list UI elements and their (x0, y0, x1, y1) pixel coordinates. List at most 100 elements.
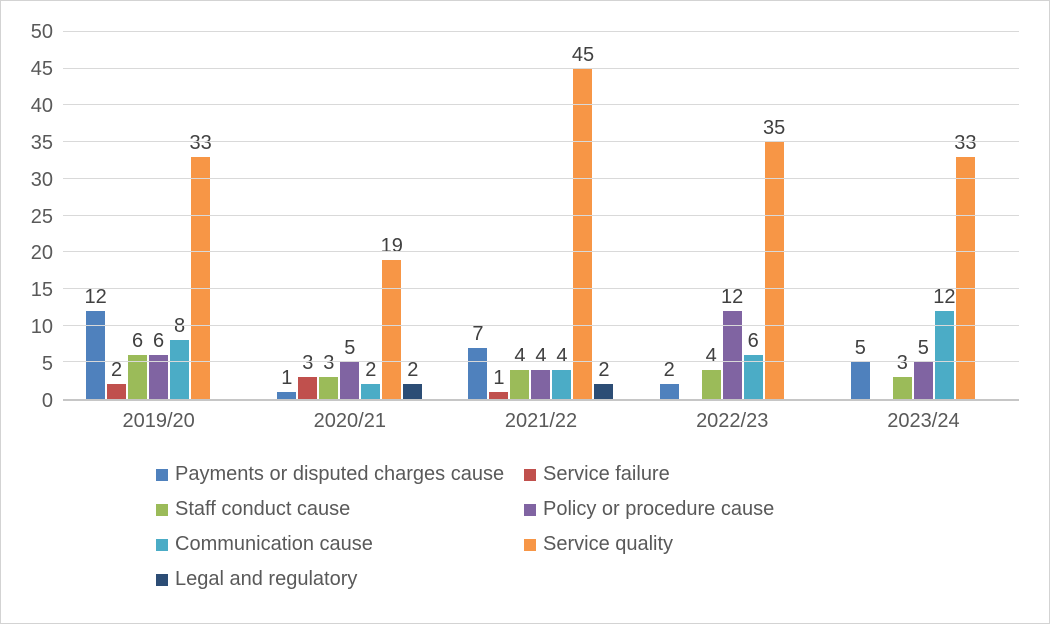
x-tick-label: 2022/23 (696, 410, 769, 432)
legend-item: Payments or disputed charges cause (156, 463, 524, 486)
legend-marker-icon (156, 503, 168, 516)
bar-slot (211, 32, 232, 399)
y-tick-label: 20 (30, 242, 53, 265)
legend-label: Service quality (543, 533, 674, 555)
gridline (63, 141, 1019, 143)
y-tick-label: 40 (30, 94, 53, 117)
bar-slot: 2 (106, 32, 127, 399)
legend-marker-icon (156, 538, 168, 551)
bar (764, 142, 784, 399)
gridline (63, 104, 1019, 106)
bar-slot (785, 32, 806, 399)
bar-data-label: 1 (281, 366, 293, 389)
legend-marker-icon (156, 468, 168, 481)
bar-data-label: 4 (705, 344, 717, 367)
bar-slot: 4 (509, 32, 530, 399)
bar-data-label: 3 (323, 351, 335, 374)
legend-row: Communication cause Service quality (156, 533, 774, 556)
bar (552, 369, 572, 399)
bar-data-label: 5 (917, 337, 929, 360)
bar-data-label: 4 (556, 344, 568, 367)
bar-slot: 12 (933, 32, 955, 399)
bar-data-label: 6 (153, 329, 165, 352)
bar (468, 347, 488, 399)
bar-slot: 19 (380, 32, 403, 399)
bar (340, 362, 360, 399)
y-tick-label: 35 (30, 131, 53, 154)
legend-marker-icon (524, 503, 536, 516)
legend-row: Legal and regulatory (156, 568, 774, 591)
legend-label: Staff conduct cause (175, 498, 351, 520)
bar-slot: 35 (763, 32, 786, 399)
bar (913, 362, 933, 399)
y-tick-label: 25 (30, 205, 53, 228)
legend-item: Legal and regulatory (156, 568, 524, 591)
legend-label: Payments or disputed charges cause (175, 463, 505, 485)
bar-data-label: 4 (535, 344, 547, 367)
bar-slot (976, 32, 997, 399)
bar-slot: 4 (701, 32, 722, 399)
legend-label: Policy or procedure cause (543, 498, 775, 520)
x-tick-label: 2019/20 (122, 410, 195, 432)
legend: Payments or disputed charges cause Servic… (156, 463, 774, 603)
bar (128, 354, 148, 399)
bar-data-label: 12 (84, 285, 107, 308)
bar-data-label: 2 (598, 359, 610, 382)
bar-slot: 2 (659, 32, 680, 399)
bar (659, 384, 679, 399)
bar (298, 376, 318, 399)
y-axis: 0 5 10 15 20 25 30 35 40 45 50 (1, 22, 53, 411)
bar (86, 310, 106, 399)
y-tick-label: 50 (30, 21, 53, 43)
bar (403, 384, 423, 399)
bar-data-label: 2 (407, 359, 419, 382)
legend-row: Payments or disputed charges cause Servic… (156, 463, 774, 486)
bar (850, 362, 870, 399)
gridline (63, 324, 1019, 326)
bar-data-label: 33 (954, 131, 977, 154)
bar-data-label: 2 (365, 359, 377, 382)
bar (170, 340, 190, 399)
bar-data-label: 12 (721, 285, 744, 308)
gridline (63, 361, 1019, 363)
plot-area: 12 2 6 6 8 33 1 3 3 5 2 19 2 7 1 4 4 4 45 2 2 4 12 6 35 5 3 5 12 33 (63, 31, 1019, 401)
x-tick-label: 2020/21 (313, 410, 386, 432)
bar (489, 391, 509, 399)
legend-row: Staff conduct cause Policy or procedure c… (156, 498, 774, 521)
bar (149, 354, 169, 399)
bar-groups: 12 2 6 6 8 33 1 3 3 5 2 19 2 7 1 4 4 4 45 2 2 4 12 6 35 5 3 5 12 33 (63, 32, 1019, 399)
legend-label: Service failure (543, 463, 670, 485)
bar-data-label: 35 (763, 117, 786, 140)
bar-slot (680, 32, 701, 399)
bar-slot (871, 32, 892, 399)
bar-data-label: 5 (344, 337, 356, 360)
bar-slot: 2 (593, 32, 614, 399)
bar-slot: 3 (297, 32, 318, 399)
bar (277, 391, 297, 399)
bar-slot: 4 (551, 32, 572, 399)
bar-data-label: 3 (896, 351, 908, 374)
bar-slot: 33 (954, 32, 977, 399)
legend-label: Legal and regulatory (175, 568, 358, 590)
bar-slot: 8 (169, 32, 190, 399)
bar-data-label: 7 (472, 322, 484, 345)
y-tick-label: 15 (30, 279, 53, 302)
bar-slot: 3 (892, 32, 913, 399)
y-tick-label: 30 (30, 168, 53, 191)
bar-slot: 6 (127, 32, 148, 399)
y-tick-label: 0 (41, 390, 53, 412)
gridline (63, 31, 1019, 32)
legend-marker-icon (156, 573, 168, 586)
bar-data-label: 2 (111, 359, 123, 382)
y-tick-label: 45 (30, 57, 53, 80)
bar (934, 310, 954, 399)
y-tick-label: 5 (41, 353, 53, 376)
bar-data-label: 1 (493, 366, 505, 389)
bar (892, 376, 912, 399)
legend-item: Staff conduct cause (156, 498, 524, 521)
y-tick-label: 10 (30, 316, 53, 339)
bar-slot: 12 (721, 32, 744, 399)
bar (573, 68, 593, 399)
bar-data-label: 19 (380, 234, 403, 257)
bar-group: 12 2 6 6 8 33 (63, 32, 254, 399)
